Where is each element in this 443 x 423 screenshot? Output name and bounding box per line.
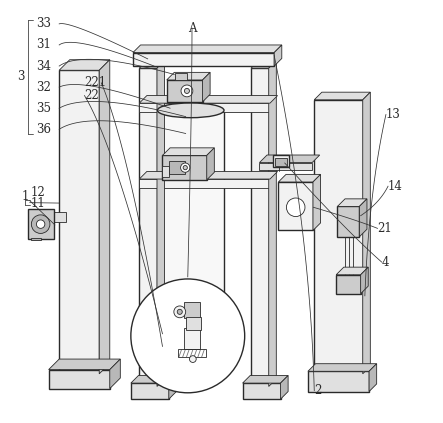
Bar [338, 206, 359, 237]
Polygon shape [169, 376, 176, 399]
Polygon shape [167, 72, 210, 80]
Bar [31, 238, 42, 240]
Text: 3: 3 [17, 70, 24, 83]
Bar [308, 371, 369, 392]
Bar [336, 275, 361, 294]
Bar [276, 158, 287, 165]
Circle shape [181, 85, 193, 97]
Bar [175, 73, 187, 80]
Circle shape [287, 198, 305, 217]
Ellipse shape [157, 337, 224, 352]
Text: 21: 21 [377, 222, 392, 235]
Polygon shape [314, 92, 370, 100]
Text: 34: 34 [36, 60, 51, 72]
Polygon shape [157, 60, 165, 387]
Bar [157, 110, 224, 344]
Polygon shape [59, 60, 110, 70]
Polygon shape [139, 171, 278, 179]
Polygon shape [133, 45, 282, 52]
Polygon shape [363, 92, 370, 374]
Bar [278, 182, 313, 231]
Polygon shape [338, 199, 367, 206]
Circle shape [174, 306, 186, 318]
Bar [27, 209, 54, 239]
Circle shape [181, 163, 190, 172]
Circle shape [36, 220, 45, 228]
Polygon shape [278, 174, 321, 182]
Polygon shape [308, 364, 377, 371]
Polygon shape [243, 376, 288, 383]
Polygon shape [131, 376, 176, 383]
Circle shape [31, 215, 50, 233]
Polygon shape [110, 359, 120, 389]
Bar [131, 383, 169, 399]
Polygon shape [202, 72, 210, 102]
Bar [139, 103, 270, 113]
Text: 11: 11 [31, 197, 46, 209]
Text: 1: 1 [21, 190, 29, 203]
Bar [162, 166, 169, 177]
Bar [38, 212, 66, 222]
Text: 13: 13 [386, 108, 401, 121]
Text: 35: 35 [36, 102, 51, 115]
Bar [167, 80, 202, 102]
Polygon shape [99, 60, 110, 374]
Polygon shape [260, 155, 320, 162]
Polygon shape [336, 267, 368, 275]
Ellipse shape [157, 103, 224, 118]
Bar [243, 383, 280, 399]
Text: 33: 33 [36, 17, 51, 30]
Bar [169, 161, 185, 174]
Text: 22: 22 [85, 89, 99, 102]
Bar [163, 155, 207, 180]
Text: 2: 2 [314, 384, 322, 397]
Text: 14: 14 [388, 180, 403, 193]
Ellipse shape [153, 336, 228, 353]
Polygon shape [139, 60, 165, 68]
Text: 31: 31 [36, 38, 51, 52]
Polygon shape [163, 148, 214, 155]
Text: 221: 221 [85, 77, 107, 89]
Polygon shape [359, 199, 367, 237]
Circle shape [183, 165, 187, 170]
Polygon shape [313, 174, 321, 231]
Text: A: A [188, 22, 196, 35]
Bar [139, 179, 270, 188]
Circle shape [184, 88, 190, 93]
Polygon shape [280, 376, 288, 399]
Text: 12: 12 [31, 186, 46, 199]
Polygon shape [251, 60, 276, 68]
Polygon shape [369, 364, 377, 392]
Polygon shape [49, 359, 120, 370]
Bar [314, 100, 363, 374]
Bar [59, 70, 99, 374]
Text: 36: 36 [36, 123, 51, 136]
Bar [179, 349, 206, 357]
Circle shape [131, 279, 245, 393]
Bar [186, 317, 201, 330]
Bar [139, 68, 157, 387]
Polygon shape [269, 60, 276, 387]
Circle shape [190, 356, 196, 363]
Circle shape [177, 309, 182, 314]
Bar [260, 162, 312, 170]
Text: 32: 32 [36, 81, 51, 93]
Polygon shape [207, 148, 214, 180]
Bar [183, 302, 200, 318]
Polygon shape [274, 45, 282, 66]
Bar [133, 52, 274, 66]
Bar [251, 68, 269, 387]
Polygon shape [139, 96, 278, 103]
Bar [273, 155, 289, 167]
Bar [183, 328, 200, 349]
Text: 4: 4 [382, 255, 389, 269]
Polygon shape [361, 267, 368, 294]
Bar [49, 370, 110, 389]
